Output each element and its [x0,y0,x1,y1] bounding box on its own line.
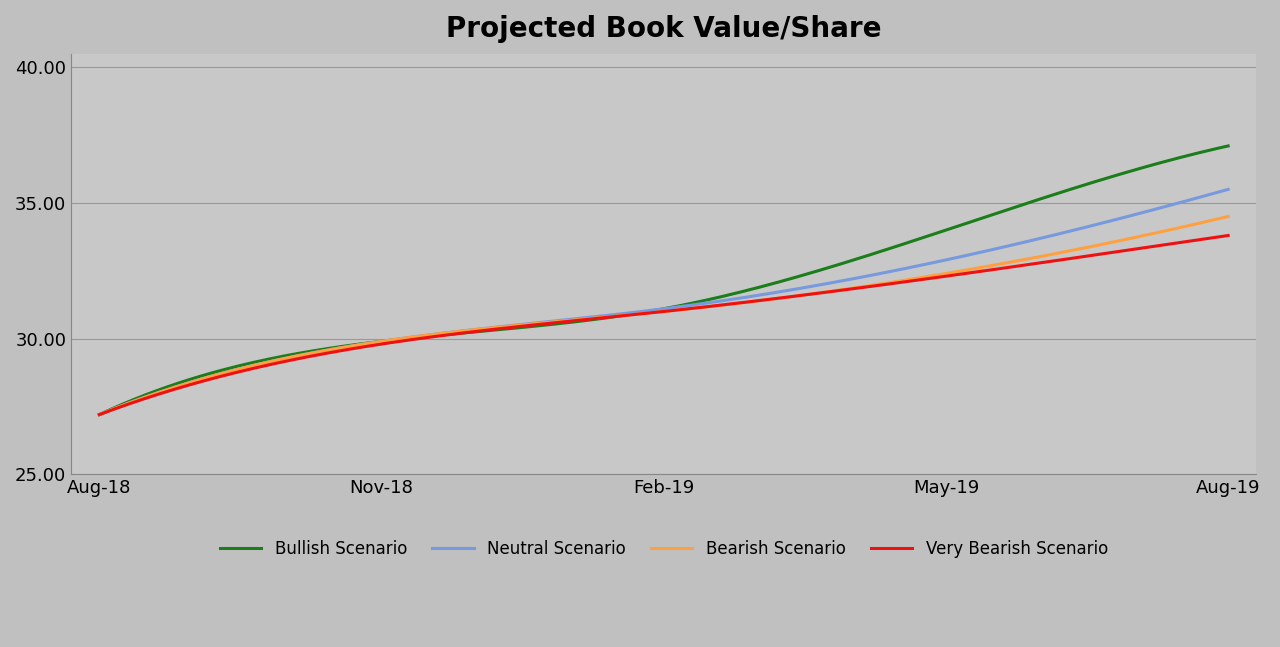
Neutral Scenario [96,409,111,417]
Legend: Bullish Scenario, Neutral Scenario, Bearish Scenario, Very Bearish Scenario: Bullish Scenario, Neutral Scenario, Bear… [212,533,1115,564]
Very Bearish Scenario [1043,258,1059,265]
Bearish Scenario [764,295,780,303]
Neutral Scenario [782,286,797,294]
Title: Projected Book Value/Share: Projected Book Value/Share [445,15,882,43]
Bullish Scenario [760,281,776,289]
Bearish Scenario [1115,236,1130,244]
Very Bearish Scenario [1220,232,1235,239]
Very Bearish Scenario [92,411,108,419]
Bearish Scenario [92,411,108,419]
Bullish Scenario [764,280,780,288]
Very Bearish Scenario [760,296,776,303]
Bullish Scenario [1115,170,1130,177]
Bearish Scenario [760,296,776,303]
Bearish Scenario [1220,213,1235,221]
Bullish Scenario [92,411,108,419]
Bullish Scenario [96,409,111,417]
Bearish Scenario [782,293,797,301]
Neutral Scenario [764,289,780,297]
Line: Neutral Scenario: Neutral Scenario [100,190,1228,415]
Very Bearish Scenario [96,410,111,417]
Bearish Scenario [1043,250,1059,258]
Neutral Scenario [1115,214,1130,222]
Bullish Scenario [1220,142,1235,150]
Bullish Scenario [782,275,797,283]
Very Bearish Scenario [1115,247,1130,255]
Neutral Scenario [1220,186,1235,193]
Line: Bullish Scenario: Bullish Scenario [100,146,1228,415]
Very Bearish Scenario [782,293,797,301]
Neutral Scenario [1043,232,1059,240]
Very Bearish Scenario [764,295,780,303]
Line: Bearish Scenario: Bearish Scenario [100,217,1228,415]
Neutral Scenario [760,290,776,298]
Bullish Scenario [1043,192,1059,199]
Bearish Scenario [96,409,111,417]
Neutral Scenario [92,411,108,419]
Line: Very Bearish Scenario: Very Bearish Scenario [100,236,1228,415]
